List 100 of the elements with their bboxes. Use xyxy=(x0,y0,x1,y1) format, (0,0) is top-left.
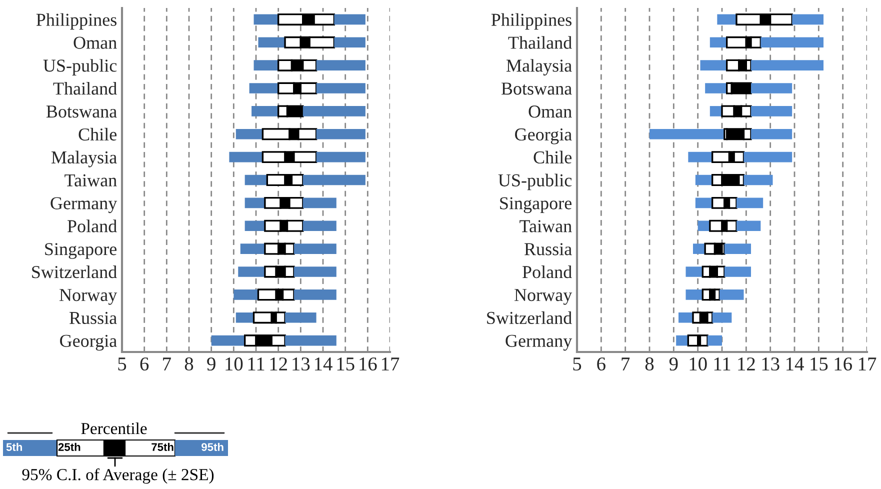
bar xyxy=(688,152,712,162)
x-tick-label: 15 xyxy=(337,358,354,371)
bar xyxy=(686,290,703,300)
x-tick-label: 7 xyxy=(163,358,171,370)
bar xyxy=(744,152,792,162)
y-tick-label: Oman xyxy=(74,36,117,49)
bar xyxy=(751,60,824,70)
bar xyxy=(285,335,336,346)
bar xyxy=(252,106,278,116)
bar xyxy=(724,244,751,254)
y-tick-label: Malaysia xyxy=(51,150,117,168)
y-tick-label: Singapore xyxy=(45,243,117,259)
x-tick-label: 11 xyxy=(714,358,730,370)
x-tick-label: 15 xyxy=(810,358,828,371)
y-tick-label: Taiwan xyxy=(64,174,117,186)
bar xyxy=(252,312,272,324)
bar xyxy=(302,106,366,116)
bar xyxy=(294,290,336,300)
text: 75th xyxy=(152,442,174,451)
bar xyxy=(712,312,732,323)
y-tick-label: Norway xyxy=(514,289,572,305)
bar xyxy=(316,152,366,162)
bar xyxy=(736,220,761,232)
bar xyxy=(751,128,792,140)
bar xyxy=(244,198,265,208)
bar xyxy=(229,152,263,162)
y-tick-label: Oman xyxy=(528,106,572,118)
y-tick-label: Russia xyxy=(524,243,572,256)
bar xyxy=(334,37,366,48)
x-tick-label: 7 xyxy=(622,358,630,370)
y-tick-label: Thailand xyxy=(53,82,117,95)
bar xyxy=(294,244,336,254)
bar xyxy=(712,151,730,164)
bar xyxy=(302,198,336,208)
bar xyxy=(254,14,278,25)
bar xyxy=(244,174,268,186)
y-tick-label: Germany xyxy=(50,197,118,214)
bar xyxy=(710,106,722,116)
bar xyxy=(698,220,710,232)
y-tick-label: Germany xyxy=(506,334,572,351)
x-tick-label: 5 xyxy=(573,358,582,371)
bar xyxy=(720,290,744,300)
bar xyxy=(302,174,366,186)
y-tick-label: US-public xyxy=(43,59,117,76)
bar xyxy=(705,83,727,94)
x-tick-label: 13 xyxy=(292,357,310,371)
text: 25th xyxy=(58,442,80,451)
bar xyxy=(236,128,263,140)
bar xyxy=(258,37,286,48)
x-tick-label: 6 xyxy=(597,357,606,371)
bar xyxy=(686,266,703,277)
y-tick-label: Chile xyxy=(534,150,572,164)
y-tick-label: Georgia xyxy=(515,128,572,144)
bar xyxy=(726,36,747,48)
bar xyxy=(695,198,712,208)
bar xyxy=(708,335,722,346)
bar xyxy=(744,174,773,186)
bar xyxy=(678,312,693,323)
bar xyxy=(234,290,258,300)
text: 95th xyxy=(202,442,224,451)
x-tick-label: 16 xyxy=(834,357,852,371)
bar xyxy=(316,60,366,70)
x-tick-label: 10 xyxy=(690,357,707,371)
bar xyxy=(710,37,727,48)
bar xyxy=(751,106,792,116)
x-tick-label: 13 xyxy=(762,357,780,371)
y-tick-label: Botswana xyxy=(46,106,117,118)
bar xyxy=(699,334,708,347)
bar xyxy=(724,266,751,277)
text: Percentile xyxy=(81,422,147,434)
x-tick-label: 8 xyxy=(184,357,194,371)
y-tick-label: Philippines xyxy=(36,13,116,30)
x-tick-label: 14 xyxy=(314,358,332,370)
bar xyxy=(693,244,706,254)
x-tick-label: 17 xyxy=(858,358,876,370)
x-tick-label: 9 xyxy=(207,357,216,371)
x-tick-label: 11 xyxy=(248,358,264,370)
x-tick-label: 16 xyxy=(360,357,377,371)
y-tick-label: Taiwan xyxy=(520,220,572,232)
bar xyxy=(285,312,316,323)
y-tick-label: Malaysia xyxy=(506,59,572,76)
y-tick-label: Chile xyxy=(78,128,117,141)
x-tick-label: 8 xyxy=(645,357,654,371)
bar xyxy=(316,128,366,140)
bar xyxy=(676,335,688,346)
bar xyxy=(240,244,265,254)
x-tick-label: 14 xyxy=(786,358,804,370)
bar xyxy=(302,220,336,232)
bar xyxy=(249,83,278,94)
y-tick-label: Russia xyxy=(70,312,117,324)
x-tick-label: 12 xyxy=(738,357,755,370)
bar xyxy=(244,220,265,232)
y-tick-label: Poland xyxy=(522,265,572,278)
x-tick-label: 6 xyxy=(140,357,149,371)
bar xyxy=(236,312,254,323)
bar xyxy=(700,60,727,70)
text: 95% C.I. of Average (± 2SE) xyxy=(22,468,214,484)
bar xyxy=(736,198,764,208)
bar xyxy=(760,37,824,48)
bar xyxy=(294,266,336,277)
